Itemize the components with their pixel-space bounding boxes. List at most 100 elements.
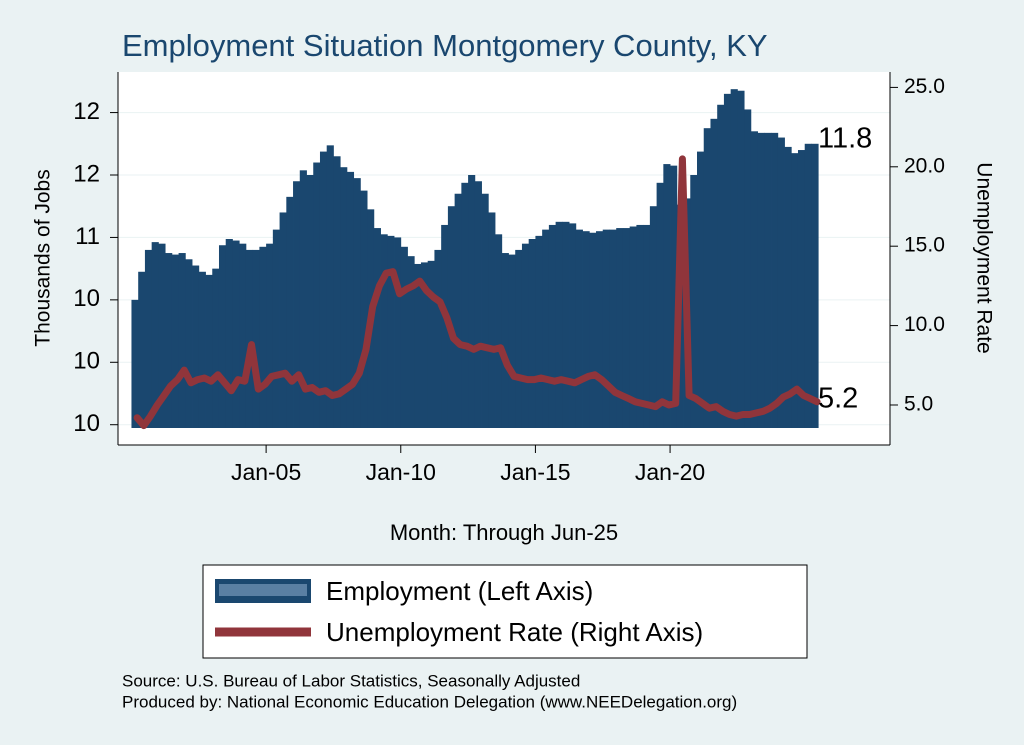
bar [744,109,752,429]
bar [306,175,314,428]
bar [501,253,509,428]
bar [596,231,604,428]
bar [791,153,799,428]
bar [394,237,402,428]
bar [495,234,503,428]
bar [690,175,698,428]
bar [811,143,819,428]
bar [346,171,355,428]
producer-note: Produced by: National Economic Education… [122,692,737,711]
legend-label: Employment (Left Axis) [326,576,593,606]
bar [131,299,139,428]
y2-tick-label: 5.0 [904,393,933,416]
bar [319,151,328,428]
bar [333,156,341,428]
bar [178,253,186,428]
y-tick-label: 12 [73,160,100,187]
x-tick-label: Jan-05 [231,459,301,485]
y-tick-label: 10 [73,285,100,312]
y2-tick-label: 10.0 [904,313,945,336]
bar [804,143,812,428]
bar [575,229,583,428]
x-tick-label: Jan-15 [500,459,570,485]
bar [710,118,718,429]
bar [797,150,806,428]
bar [670,165,678,428]
y2-tick-label: 20.0 [904,154,945,177]
bar [636,224,644,428]
bar [663,164,671,428]
bar [508,254,516,428]
bar [259,246,267,428]
bar [279,212,287,428]
bar [643,224,651,428]
bar [340,167,348,428]
bar [589,232,597,428]
bar [313,162,321,428]
bar [582,231,590,428]
bar [293,181,301,428]
line [133,155,821,430]
bar [286,196,294,428]
bar [185,259,193,428]
y2-axis-label: Unemployment Rate [972,162,995,353]
bar [548,224,557,428]
bar [218,245,227,428]
bar [697,151,705,428]
bar [400,246,408,428]
bar [239,243,247,428]
bar [245,249,254,428]
bar [225,238,233,428]
bar [144,249,153,428]
y-tick-label: 10 [73,348,100,375]
bar [784,146,792,428]
bar [481,193,489,428]
bar [266,243,274,428]
bar [299,170,307,428]
bar [649,206,658,428]
x-tick-label: Jan-10 [366,459,436,485]
bar [447,206,456,428]
bar [360,190,368,428]
bar [151,242,159,428]
plot-layer [118,89,890,430]
data-label: 11.8 [818,122,872,154]
bar [461,182,469,428]
bar [252,249,260,428]
bar [434,249,442,428]
bar [373,228,381,428]
bar [771,132,779,429]
bar [380,234,388,428]
bar [138,271,146,428]
bar [521,243,530,428]
bar [353,178,361,428]
bar [407,256,415,428]
bar [165,253,173,428]
bar [528,238,536,428]
bar [730,89,738,429]
chart-title: Employment Situation Montgomery County, … [122,28,768,63]
y2-tick-label: 25.0 [904,75,945,98]
bar [750,131,758,429]
bar [562,221,570,428]
bar [569,223,577,428]
bar [757,132,765,429]
bar [723,93,732,429]
bar [198,271,206,428]
bar [764,132,772,429]
bar [555,221,563,428]
bar [609,229,617,428]
bar [272,229,280,428]
source-note: Source: U.S. Bureau of Labor Statistics,… [122,671,580,690]
bar [737,90,745,429]
bar [703,128,711,429]
bar [542,229,550,428]
bar [602,229,610,428]
y-tick-label: 11 [75,223,100,250]
data-label: 5.2 [818,382,858,414]
bar [454,193,462,428]
bar [427,260,435,428]
bar [656,182,664,428]
bar [535,235,543,428]
